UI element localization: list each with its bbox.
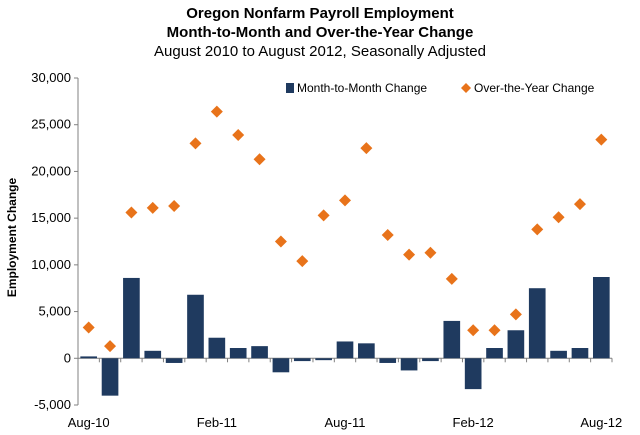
point-over-the-year [339,194,351,207]
x-tick-label: Feb-11 [197,415,237,430]
point-over-the-year [573,198,586,211]
point-over-the-year [125,206,138,219]
y-tick-label: 25,000 [31,117,71,132]
bar-month-to-month [379,358,397,363]
bar-month-to-month [293,358,311,362]
y-tick-label: 5,000 [38,304,71,319]
bar-month-to-month [165,358,183,363]
bar-month-to-month [422,358,439,362]
bar-month-to-month [272,358,290,373]
point-over-the-year [595,133,608,146]
bar-month-to-month [486,348,503,359]
y-tick-label: 30,000 [31,70,71,85]
point-over-the-year [381,228,394,241]
point-over-the-year [445,272,458,285]
chart-title: Oregon Nonfarm Payroll Employment [186,5,454,22]
bar-month-to-month [464,358,482,390]
point-over-the-year [104,340,117,353]
y-tick-label: -5,000 [34,397,71,412]
bar-month-to-month [358,343,375,359]
y-tick-label: 15,000 [31,210,71,225]
point-over-the-year [488,324,501,337]
bar-month-to-month [229,348,247,359]
point-over-the-year [210,105,223,118]
legend-label-diamond: Over-the-Year Change [474,81,595,95]
point-over-the-year [467,324,480,337]
x-tick-label: Feb-12 [453,415,494,430]
point-over-the-year [317,209,330,222]
bar-month-to-month [443,320,461,359]
chart-subtitle: Month-to-Month and Over-the-Year Change [166,24,474,41]
point-over-the-year [274,235,287,248]
legend-swatch-bar [286,83,294,93]
bar-month-to-month [528,288,546,359]
chart-subtitle-period: August 2010 to August 2012, Seasonally A… [154,43,486,60]
bar-month-to-month [400,358,418,371]
point-over-the-year [296,255,309,268]
point-over-the-year [253,153,266,166]
x-tick-label: Aug-10 [68,415,110,430]
point-over-the-year [146,201,159,214]
point-over-the-year [424,246,437,259]
point-over-the-year [360,142,373,155]
bar-month-to-month [550,350,567,359]
y-tick-label: 10,000 [31,257,71,272]
legend-swatch-diamond [461,83,471,93]
bar-month-to-month [123,277,140,359]
point-over-the-year [189,137,202,150]
point-over-the-year [82,321,95,334]
point-over-the-year [168,199,181,212]
legend-label-bar: Month-to-Month Change [297,81,427,95]
bar-month-to-month [187,294,204,359]
chart-title-block: Oregon Nonfarm Payroll Employment Month-… [0,4,640,61]
bar-month-to-month [315,358,332,361]
bar-month-to-month [507,330,525,359]
point-over-the-year [509,308,522,321]
bar-month-to-month [336,341,354,359]
point-over-the-year [403,248,416,261]
bar-month-to-month [208,337,226,359]
x-tick-label: Aug-11 [325,415,366,430]
bar-month-to-month [101,358,119,396]
point-over-the-year [531,223,544,236]
bar-month-to-month [80,356,98,359]
bar-month-to-month [571,348,589,359]
y-tick-label: 0 [64,350,71,365]
bar-month-to-month [592,277,610,359]
y-axis-title: Employment Change [5,178,19,298]
point-over-the-year [232,128,245,141]
point-over-the-year [552,211,565,224]
x-tick-label: Aug-12 [580,415,622,430]
y-tick-label: 20,000 [31,163,71,178]
bar-month-to-month [251,346,268,359]
bar-month-to-month [144,350,162,359]
